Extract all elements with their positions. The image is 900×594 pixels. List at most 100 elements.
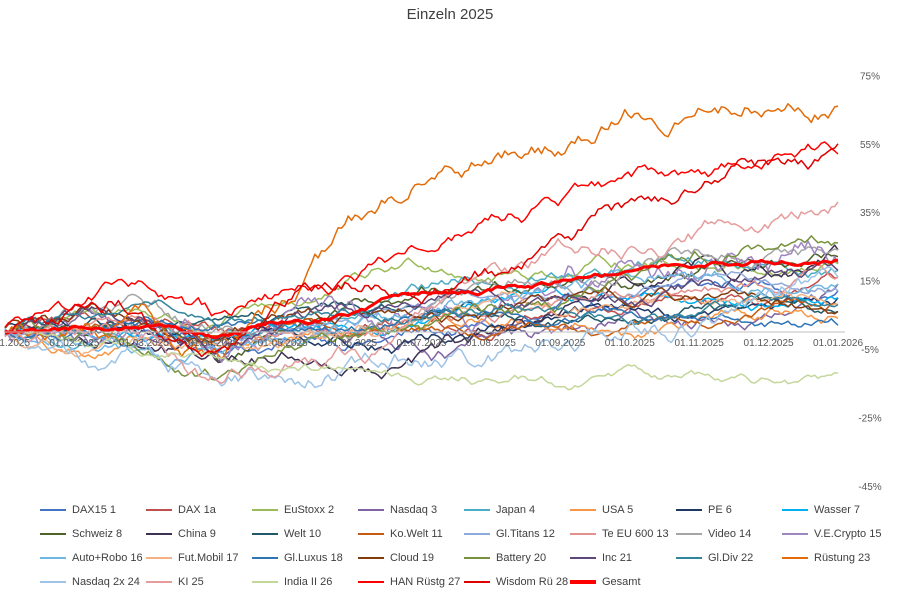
legend-swatch [252,557,278,559]
legend-label: EuStoxx 2 [284,504,335,516]
line-chart: 75% 55% 35% 15% -5% -25% -45% 01.01.2025 01.02.2… [0,71,882,493]
legend-swatch [782,533,808,535]
legend-item: Japan 4 [464,498,570,522]
legend-swatch [252,509,278,511]
legend-label: Nasdaq 3 [390,504,438,516]
chart-title: Einzeln 2025 [406,6,494,23]
series-line [4,235,839,381]
legend-swatch [782,509,808,511]
legend-swatch [676,509,702,511]
legend-label: Battery 20 [496,552,547,564]
x-tick-label: 01.04.2025 [188,338,238,349]
legend-item: V.E.Crypto 15 [782,522,888,546]
legend-label: Welt 10 [284,528,322,540]
legend-label: India II 26 [284,576,333,588]
legend-swatch [570,533,596,535]
legend-label: V.E.Crypto 15 [814,528,882,540]
legend-label: HAN Rüstg 27 [390,576,461,588]
series-line [4,268,839,368]
legend-label: DAX 1a [178,504,216,516]
legend-row: Auto+Robo 16 Fut.Mobil 17 Gl.Luxus 18 Cloud… [40,546,890,570]
legend-swatch [464,533,490,535]
x-tick-label: 01.11.2025 [675,338,725,349]
series-line [4,258,839,340]
legend-item: Schweiz 8 [40,522,146,546]
legend-swatch [464,509,490,511]
axis-layer: 75% 55% 35% 15% -5% -25% -45% 01.01.2025 01.02.2… [0,71,882,493]
legend-label: China 9 [178,528,216,540]
legend-item: Welt 10 [252,522,358,546]
legend-swatch [358,581,384,583]
legend-swatch [570,509,596,511]
legend-item: Video 14 [676,522,782,546]
legend-item: Nasdaq 3 [358,498,464,522]
legend-label: KI 25 [178,576,204,588]
legend-item: Cloud 19 [358,546,464,570]
legend-label: Japan 4 [496,504,536,516]
legend-item: Gl.Luxus 18 [252,546,358,570]
y-tick-label: 55% [860,140,880,151]
x-tick-label: 01.06.2025 [327,338,377,349]
legend-item: China 9 [146,522,252,546]
legend-item: DAX 1a [146,498,252,522]
legend-label: Auto+Robo 16 [72,552,143,564]
x-tick-label: 01.05.2025 [258,338,308,349]
legend-swatch [782,557,808,559]
legend-swatch [570,557,596,559]
legend-item: Te EU 600 13 [570,522,676,546]
legend-item: EuStoxx 2 [252,498,358,522]
legend-item: Auto+Robo 16 [40,546,146,570]
series-line [4,201,839,385]
legend-label: USA 5 [602,504,634,516]
legend-swatch [146,509,172,511]
legend-swatch [40,533,66,535]
legend-label: Gesamt [602,576,641,588]
legend-item: KI 25 [146,570,252,594]
y-tick-label: 15% [860,277,880,288]
legend-label: Inc 21 [602,552,632,564]
legend-swatch [146,533,172,535]
legend-label: Te EU 600 13 [602,528,669,540]
x-tick-label: 01.02.2025 [49,338,99,349]
legend-label: Fut.Mobil 17 [178,552,239,564]
legend-item: PE 6 [676,498,782,522]
legend-item: Gl.Div 22 [676,546,782,570]
legend-label: Wasser 7 [814,504,861,516]
series-line [4,143,839,358]
legend-row: DAX15 1 DAX 1a EuStoxx 2 Nasdaq 3 Japan 4 USA… [40,498,890,522]
x-tick-label: 01.10.2025 [605,338,655,349]
series-line [4,292,839,336]
series-line [4,296,839,355]
legend-swatch [252,533,278,535]
legend-item: Nasdaq 2x 24 [40,570,146,594]
series-line [4,265,839,389]
legend-swatch [676,533,702,535]
x-tick-label: 01.01.2026 [813,338,863,349]
legend-item: DAX15 1 [40,498,146,522]
y-tick-label: -45% [858,482,881,493]
y-tick-label: -5% [861,345,879,356]
legend-swatch [464,557,490,559]
legend-item: India II 26 [252,570,358,594]
legend-item: Rüstung 23 [782,546,888,570]
series-line [4,330,839,391]
legend-swatch [40,557,66,559]
x-tick-label: 01.09.2025 [535,338,585,349]
x-tick-label: 01.08.2025 [466,338,516,349]
legend-item: Inc 21 [570,546,676,570]
x-tick-label: 01.12.2025 [744,338,794,349]
legend-item: Gl.Titans 12 [464,522,570,546]
series-line [4,141,839,328]
legend-item: Gesamt [570,570,676,594]
legend-swatch [146,557,172,559]
legend-row: Nasdaq 2x 24 KI 25 India II 26 HAN Rüstg 27… [40,570,890,594]
legend-swatch [40,581,66,583]
x-tick-label: 01.03.2025 [119,338,169,349]
legend-item: HAN Rüstg 27 [358,570,464,594]
legend-label: Wisdom Rü 28 [496,576,569,588]
legend-label: PE 6 [708,504,732,516]
x-tick-label: 01.01.2025 [0,338,30,349]
legend-row: Schweiz 8 China 9 Welt 10 Ko.Welt 11 Gl.Tita… [40,522,890,546]
legend-label: Ko.Welt 11 [390,528,443,540]
series-line [4,244,839,380]
